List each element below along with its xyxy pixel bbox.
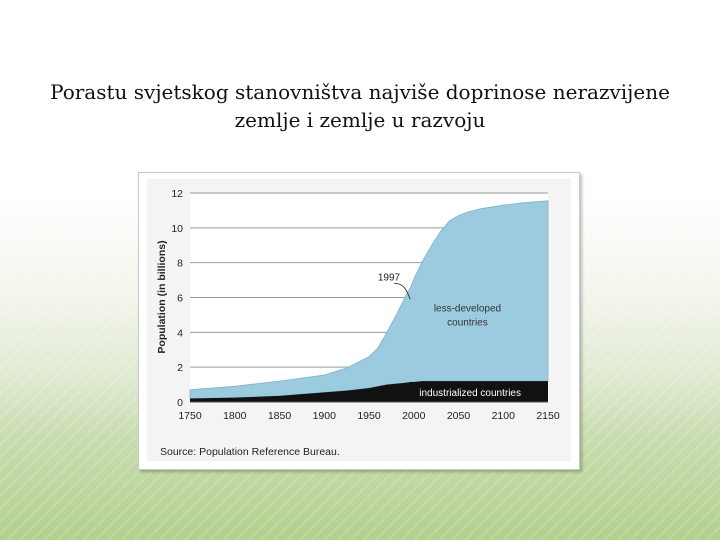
y-tick-label-2: 2 — [177, 362, 183, 374]
x-tick-label-1750: 1750 — [178, 410, 202, 422]
y-tick-label-12: 12 — [171, 188, 183, 200]
x-tick-label-1800: 1800 — [223, 410, 247, 422]
y-axis-label: Population (in billions) — [156, 240, 168, 353]
annotation-layer: 1997 less-developed countries industrialize… — [378, 272, 521, 399]
population-area-chart: 0 2 4 6 8 10 12 1750 1800 1850 1900 1950 2000 2050 21… — [156, 188, 560, 458]
y-tick-label-4: 4 — [177, 327, 183, 339]
source-note: Source: Population Reference Bureau. — [160, 446, 340, 458]
x-tick-label-2000: 2000 — [402, 410, 426, 422]
slide-title-line-1: Porastu svjetskog stanovništva najviše d… — [50, 80, 670, 104]
y-tick-label-10: 10 — [171, 223, 183, 235]
x-tick-label-1900: 1900 — [313, 410, 337, 422]
annotation-less-developed-line2: countries — [447, 317, 488, 328]
y-tick-labels: 0 2 4 6 8 10 12 — [171, 188, 183, 409]
annotation-less-developed-line1: less-developed — [434, 303, 501, 314]
chart-frame: 0 2 4 6 8 10 12 1750 1800 1850 1900 1950 2000 2050 21… — [138, 172, 580, 470]
x-tick-label-1950: 1950 — [357, 410, 381, 422]
annotation-1997-pointer — [394, 282, 411, 300]
area-layer — [189, 200, 549, 403]
slide-title: Porastu svjetskog stanovništva najviše d… — [20, 78, 700, 134]
x-tick-labels: 1750 1800 1850 1900 1950 2000 2050 2100 2150 — [178, 410, 560, 422]
x-tick-label-2050: 2050 — [447, 410, 471, 422]
x-tick-label-1850: 1850 — [268, 410, 292, 422]
y-tick-label-8: 8 — [177, 258, 183, 270]
y-tick-label-0: 0 — [177, 397, 183, 409]
annotation-industrialized: industrialized countries — [419, 388, 521, 399]
annotation-1997-label: 1997 — [378, 272, 401, 283]
x-tick-label-2150: 2150 — [536, 410, 560, 422]
chart-panel: 0 2 4 6 8 10 12 1750 1800 1850 1900 1950 2000 2050 21… — [147, 179, 571, 461]
y-tick-label-6: 6 — [177, 293, 183, 305]
x-tick-label-2100: 2100 — [492, 410, 516, 422]
slide-title-line-2: zemlje i zemlje u razvoju — [234, 108, 486, 132]
series-industrialized-area — [190, 381, 548, 402]
